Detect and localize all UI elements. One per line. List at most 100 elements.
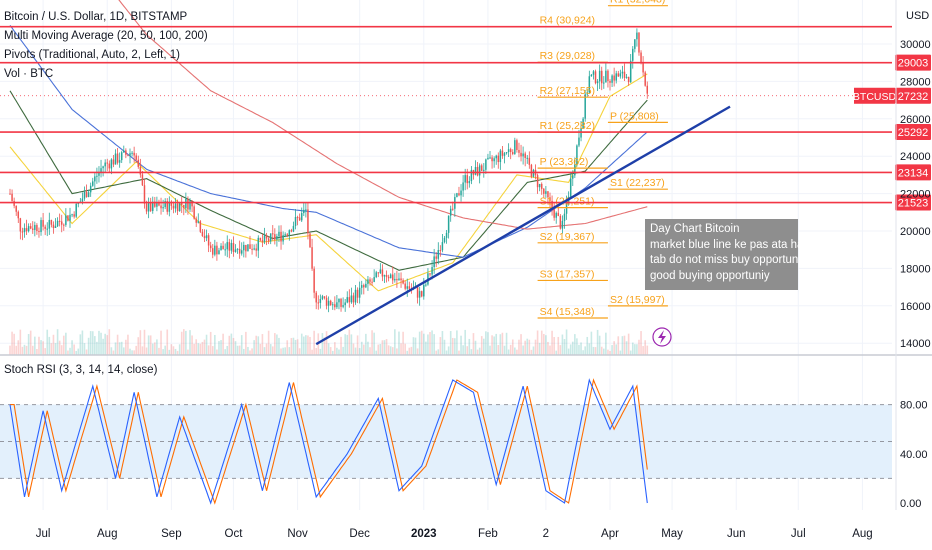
candle bbox=[176, 203, 179, 212]
candle bbox=[373, 277, 375, 282]
candle bbox=[325, 297, 328, 306]
volume-bar bbox=[220, 340, 222, 355]
candle bbox=[447, 215, 450, 233]
candle bbox=[576, 145, 578, 165]
volume-bar bbox=[495, 333, 498, 355]
volume-bar bbox=[600, 346, 603, 355]
candle bbox=[255, 248, 257, 251]
candle bbox=[389, 274, 392, 279]
volume-bar bbox=[410, 346, 413, 355]
candle bbox=[139, 166, 142, 175]
annotation-note[interactable]: Day Chart Bitcoin market blue line ke pa… bbox=[645, 219, 810, 290]
candle bbox=[338, 298, 340, 303]
lightning-icon[interactable] bbox=[652, 327, 672, 347]
volume-bar bbox=[56, 329, 59, 355]
volume-bar bbox=[615, 344, 618, 355]
volume-bar bbox=[613, 341, 615, 355]
volume-bar bbox=[474, 340, 477, 355]
candle bbox=[178, 202, 181, 212]
candle bbox=[518, 149, 520, 153]
candle bbox=[15, 205, 17, 212]
candle bbox=[195, 218, 197, 223]
volume-bar bbox=[158, 347, 160, 355]
volume-bar bbox=[340, 336, 342, 355]
candle bbox=[425, 284, 427, 286]
volume-bar bbox=[379, 344, 382, 355]
volume-bar bbox=[71, 340, 73, 355]
volume-bar bbox=[199, 343, 202, 355]
x-tick-label: Dec bbox=[349, 528, 370, 540]
candle bbox=[160, 205, 162, 209]
volume-bar bbox=[323, 337, 326, 355]
volume-bar bbox=[584, 346, 586, 355]
candle bbox=[185, 198, 187, 209]
volume-bar bbox=[586, 336, 589, 355]
volume-bar bbox=[145, 347, 148, 355]
candle bbox=[569, 178, 572, 197]
candle bbox=[321, 296, 324, 299]
pivot-label: S1 (21,251) bbox=[540, 196, 595, 208]
volume-bar bbox=[377, 344, 380, 355]
volume-bar bbox=[94, 336, 96, 355]
volume-bar bbox=[168, 349, 171, 355]
candle bbox=[609, 80, 611, 83]
volume-bar bbox=[265, 343, 268, 355]
candle bbox=[476, 166, 479, 176]
candle bbox=[456, 193, 458, 198]
volume-bar bbox=[100, 332, 102, 355]
volume-bar bbox=[634, 344, 636, 355]
candle bbox=[470, 169, 473, 182]
candle bbox=[332, 304, 334, 306]
candle bbox=[344, 302, 346, 306]
candle bbox=[592, 71, 595, 75]
volume-legend[interactable]: Vol · BTC bbox=[4, 68, 54, 80]
y-tick-label: 16000 bbox=[900, 301, 931, 313]
candle bbox=[553, 209, 555, 218]
volume-bar bbox=[571, 341, 574, 355]
pivot-label: R1 (32,048) bbox=[610, 0, 665, 6]
volume-bar bbox=[216, 349, 218, 355]
last-price-tag-label: 27232 bbox=[898, 91, 929, 103]
volume-bar bbox=[454, 338, 456, 355]
candle bbox=[323, 296, 326, 298]
volume-bar bbox=[27, 333, 30, 355]
volume-bar bbox=[209, 331, 212, 355]
candle bbox=[545, 191, 547, 194]
x-tick-label: 2 bbox=[543, 528, 549, 540]
volume-bar bbox=[280, 348, 282, 355]
candle bbox=[298, 217, 301, 221]
candle bbox=[474, 166, 477, 175]
x-tick-label: May bbox=[661, 528, 683, 540]
candle bbox=[92, 181, 94, 186]
candle bbox=[549, 197, 551, 201]
candle bbox=[638, 32, 640, 53]
candle bbox=[98, 172, 100, 176]
pivot-label: P (23,362) bbox=[540, 156, 589, 168]
volume-bar bbox=[305, 335, 307, 355]
volume-bar bbox=[149, 335, 152, 355]
candle bbox=[143, 185, 146, 204]
pivots-legend[interactable]: Pivots (Traditional, Auto, 2, Left, 1) bbox=[4, 49, 180, 61]
volume-bar bbox=[394, 329, 396, 355]
volume-bar bbox=[17, 340, 20, 355]
volume-bar bbox=[112, 350, 115, 355]
stoch-rsi-legend[interactable]: Stoch RSI (3, 3, 14, 14, close) bbox=[4, 364, 158, 376]
volume-bar bbox=[483, 338, 485, 355]
candle bbox=[303, 209, 305, 214]
volume-bar bbox=[271, 346, 274, 355]
ma-legend[interactable]: Multi Moving Average (20, 50, 100, 200) bbox=[4, 30, 208, 42]
volume-bar bbox=[408, 347, 411, 355]
volume-bar bbox=[52, 334, 55, 355]
volume-bar bbox=[567, 348, 570, 355]
candle bbox=[100, 168, 102, 173]
volume-bar bbox=[619, 350, 622, 355]
volume-bar bbox=[191, 335, 193, 355]
symbol-title[interactable]: Bitcoin / U.S. Dollar, 1D, BITSTAMP bbox=[4, 11, 188, 23]
candle bbox=[164, 201, 166, 208]
pivot-label: S2 (15,997) bbox=[610, 294, 665, 306]
pivot-label: S4 (15,348) bbox=[540, 306, 595, 318]
candle bbox=[418, 291, 421, 298]
candle bbox=[375, 272, 377, 278]
candle bbox=[236, 248, 239, 250]
